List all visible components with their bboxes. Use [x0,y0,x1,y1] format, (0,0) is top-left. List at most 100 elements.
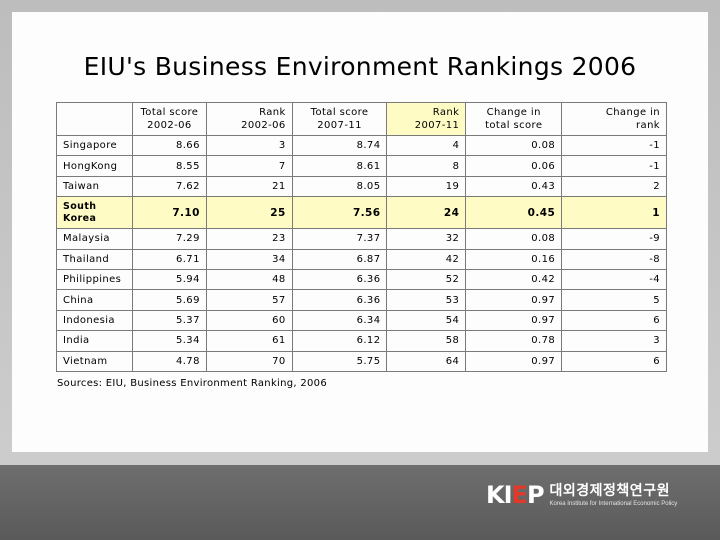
cell-rank-2007-11: 53 [386,289,467,311]
cell-score-2007-11: 6.36 [291,289,388,311]
cell-rank-2002-06: 23 [205,228,293,250]
cell-country: Indonesia [56,309,133,332]
cell-score-2002-06: 8.66 [131,134,207,157]
cell-rank-change: 3 [561,330,667,352]
cell-country: China [56,289,133,311]
cell-rank-2002-06: 60 [205,309,293,332]
cell-rank-2002-06: 21 [205,175,293,198]
cell-score-change: 0.16 [465,248,563,270]
cell-rank-2007-11: 42 [386,248,467,270]
cell-rank-2007-11: 32 [386,228,467,250]
cell-rank-2007-11: 24 [386,196,467,230]
cell-score-2002-06: 6.71 [131,248,207,270]
cell-score-2002-06: 8.55 [131,155,207,177]
cell-score-2002-06: 5.94 [131,268,207,291]
cell-rank-2002-06: 61 [205,330,293,352]
cell-rank-2002-06: 48 [205,268,293,291]
cell-rank-2007-11: 64 [386,350,467,372]
header-country [56,102,133,136]
slide-title: EIU's Business Environment Rankings 2006 [83,52,637,81]
cell-score-change: 0.08 [465,228,563,250]
cell-score-2007-11: 6.87 [291,248,388,270]
cell-score-change: 0.78 [465,330,563,352]
cell-rank-change: -8 [561,248,667,270]
cell-country: Malaysia [56,228,133,250]
table-header-row: Total score 2002-06 Rank 2002-06 Total sco… [56,102,667,136]
cell-country: HongKong [56,155,133,177]
cell-rank-change: 6 [561,309,667,332]
cell-score-2007-11: 8.74 [291,134,388,157]
kiep-logo: KIEP 대외경제정책연구원 Korea Institute for Inter… [486,482,677,512]
cell-score-2007-11: 6.36 [291,268,388,291]
cell-rank-2007-11: 54 [386,309,467,332]
header-total-score-2002-06: Total score 2002-06 [131,102,207,136]
cell-rank-2007-11: 8 [386,155,467,177]
cell-score-2002-06: 5.34 [131,330,207,352]
cell-country: Thailand [56,248,133,270]
table-row: Philippines 5.94 48 6.36 52 0.42 -4 [56,268,667,291]
table-row: Taiwan 7.62 21 8.05 19 0.43 2 [56,175,667,198]
cell-rank-2002-06: 34 [205,248,293,270]
cell-rank-2002-06: 7 [205,155,293,177]
kiep-logo-mark: KIEP [486,481,545,509]
cell-score-2002-06: 7.62 [131,175,207,198]
cell-country: Philippines [56,268,133,291]
cell-score-2002-06: 7.10 [131,196,207,230]
logo-korean-name: 대외경제정책연구원 [549,483,670,499]
table-row: India 5.34 61 6.12 58 0.78 3 [56,330,667,352]
header-total-score-2007-11: Total score 2007-11 [291,102,388,136]
cell-score-2007-11: 5.75 [291,350,388,372]
cell-score-change: 0.97 [465,309,563,332]
table-row: Vietnam 4.78 70 5.75 64 0.97 6 [56,350,667,372]
cell-rank-change: 5 [561,289,667,311]
cell-score-change: 0.08 [465,134,563,157]
cell-score-2002-06: 5.69 [131,289,207,311]
cell-score-change: 0.97 [465,350,563,372]
cell-score-change: 0.42 [465,268,563,291]
cell-rank-2007-11: 52 [386,268,467,291]
cell-country: Vietnam [56,350,133,372]
cell-score-2002-06: 7.29 [131,228,207,250]
cell-country: South Korea [56,196,133,230]
cell-score-2007-11: 6.34 [291,309,388,332]
table-row: China 5.69 57 6.36 53 0.97 5 [56,289,667,311]
cell-rank-change: 2 [561,175,667,198]
cell-rank-2007-11: 19 [386,175,467,198]
cell-rank-change: 1 [561,196,667,230]
cell-rank-change: 6 [561,350,667,372]
header-rank-2002-06: Rank 2002-06 [205,102,293,136]
cell-score-change: 0.97 [465,289,563,311]
source-note: Sources: EIU, Business Environment Ranki… [57,378,328,389]
cell-rank-change: -1 [561,155,667,177]
cell-score-2007-11: 8.05 [291,175,388,198]
table-row: HongKong 8.55 7 8.61 8 0.06 -1 [56,155,667,177]
cell-rank-2002-06: 57 [205,289,293,311]
table-row: Malaysia 7.29 23 7.37 32 0.08 -9 [56,228,667,250]
logo-english-name: Korea Institute for International Econom… [549,501,678,507]
cell-country: India [56,330,133,352]
table-row: Singapore 8.66 3 8.74 4 0.08 -1 [56,134,667,157]
cell-rank-2007-11: 4 [386,134,467,157]
cell-score-2007-11: 8.61 [291,155,388,177]
cell-country: Taiwan [56,175,133,198]
cell-score-2002-06: 4.78 [131,350,207,372]
footer-bar [0,465,720,540]
header-change-total-score: Change in total score [465,102,563,136]
cell-rank-2002-06: 70 [205,350,293,372]
table-row-highlighted: South Korea 7.10 25 7.56 24 0.45 1 [56,196,667,230]
cell-rank-2002-06: 3 [205,134,293,157]
cell-rank-2007-11: 58 [386,330,467,352]
cell-score-2007-11: 7.37 [291,228,388,250]
cell-score-change: 0.06 [465,155,563,177]
cell-rank-change: -9 [561,228,667,250]
header-rank-2007-11: Rank 2007-11 [386,102,467,136]
table-row: Thailand 6.71 34 6.87 42 0.16 -8 [56,248,667,270]
header-change-rank: Change in rank [561,102,667,136]
cell-rank-change: -1 [561,134,667,157]
cell-country: Singapore [56,134,133,157]
cell-score-2007-11: 7.56 [291,196,388,230]
cell-rank-change: -4 [561,268,667,291]
cell-score-change: 0.43 [465,175,563,198]
cell-score-2007-11: 6.12 [291,330,388,352]
rankings-table: Total score 2002-06 Rank 2002-06 Total sco… [56,102,667,372]
